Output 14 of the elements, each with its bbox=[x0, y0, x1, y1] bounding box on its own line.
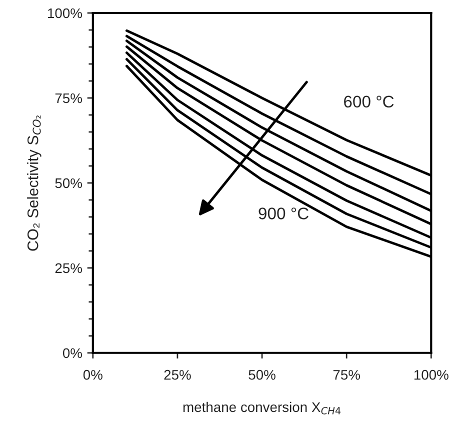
x-axis-title: methane conversion X$_{CH4}$ bbox=[183, 402, 341, 414]
x-tick-label: 0% bbox=[83, 370, 102, 380]
y-tick-label: 100% bbox=[48, 8, 82, 18]
y-tick-label: 50% bbox=[55, 178, 82, 188]
annotation: 600 °C bbox=[344, 96, 394, 108]
annotation: 900 °C bbox=[258, 208, 308, 220]
y-axis-title: CO₂ Selectivity S$_{CO₂}$ bbox=[27, 116, 42, 251]
y-tick-label: 0% bbox=[62, 348, 82, 358]
x-tick-label: 25% bbox=[164, 370, 191, 380]
y-tick-label: 75% bbox=[55, 93, 82, 104]
x-tick-label: 75% bbox=[333, 370, 360, 380]
y-tick-label: 25% bbox=[55, 263, 82, 274]
x-tick-label: 50% bbox=[248, 370, 276, 380]
x-tick-label: 100% bbox=[414, 370, 448, 380]
